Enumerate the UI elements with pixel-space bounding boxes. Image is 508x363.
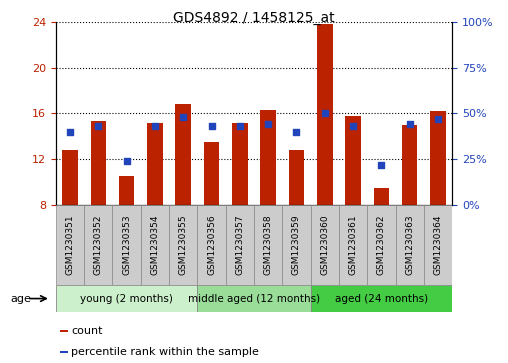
Bar [367,205,396,285]
Bar [147,123,163,205]
Text: young (2 months): young (2 months) [80,294,173,303]
Text: GSM1230358: GSM1230358 [264,215,273,276]
Text: GSM1230356: GSM1230356 [207,215,216,276]
Bar [141,205,169,285]
Text: GSM1230352: GSM1230352 [94,215,103,275]
Point [66,129,74,135]
Bar [90,122,106,205]
Text: age: age [10,294,31,303]
Bar [317,24,333,205]
Point [179,114,187,120]
Bar [430,111,446,205]
Bar [56,285,198,312]
Bar [62,150,78,205]
Bar [60,351,68,353]
Point [122,158,131,164]
Point [349,123,357,129]
Text: GSM1230351: GSM1230351 [66,215,75,276]
Text: GSM1230355: GSM1230355 [179,215,188,276]
Text: middle aged (12 months): middle aged (12 months) [188,294,320,303]
Bar [169,205,198,285]
Bar [232,123,247,205]
Point [94,123,103,129]
Text: GSM1230361: GSM1230361 [348,215,358,276]
Bar [402,125,418,205]
Bar [198,205,226,285]
Point [434,116,442,122]
Text: GSM1230357: GSM1230357 [235,215,244,276]
Text: GDS4892 / 1458125_at: GDS4892 / 1458125_at [173,11,335,25]
Text: aged (24 months): aged (24 months) [335,294,428,303]
Text: GSM1230363: GSM1230363 [405,215,414,276]
Text: GSM1230362: GSM1230362 [377,215,386,275]
Bar [204,142,219,205]
Bar [226,205,254,285]
Point [264,122,272,127]
Bar [282,205,310,285]
Point [151,123,159,129]
Point [321,110,329,116]
Text: GSM1230359: GSM1230359 [292,215,301,276]
Text: GSM1230353: GSM1230353 [122,215,131,276]
Bar [254,205,282,285]
Bar [289,150,304,205]
Bar [56,205,84,285]
Bar [112,205,141,285]
Bar [396,205,424,285]
Bar [84,205,112,285]
Point [236,123,244,129]
Text: percentile rank within the sample: percentile rank within the sample [71,347,259,357]
Point [377,162,386,168]
Bar [175,104,191,205]
Bar [345,116,361,205]
Bar [310,285,452,312]
Text: GSM1230360: GSM1230360 [320,215,329,276]
Bar [261,110,276,205]
Bar [424,205,452,285]
Text: GSM1230354: GSM1230354 [150,215,160,275]
Bar [60,330,68,332]
Point [405,122,414,127]
Bar [198,285,310,312]
Bar [373,188,389,205]
Text: count: count [71,326,103,336]
Bar [119,176,135,205]
Point [293,129,301,135]
Bar [310,205,339,285]
Bar [339,205,367,285]
Text: GSM1230364: GSM1230364 [433,215,442,275]
Point [207,123,215,129]
